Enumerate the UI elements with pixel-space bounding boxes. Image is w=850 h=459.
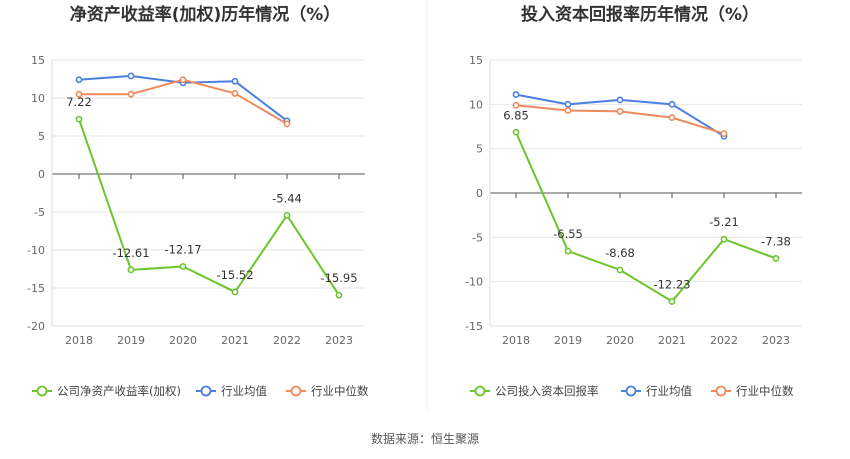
data-point	[668, 100, 676, 108]
data-point	[75, 90, 83, 98]
legend-item[interactable]: 行业中位数	[711, 384, 794, 398]
data-point	[720, 235, 728, 243]
legend-marker-icon	[200, 385, 212, 397]
x-tick-label: 2023	[325, 334, 353, 347]
data-label: 7.22	[66, 95, 92, 109]
x-tick-label: 2018	[502, 334, 530, 347]
y-tick-label: -5	[472, 231, 483, 244]
data-source: 数据来源：恒生聚源	[371, 431, 479, 446]
data-point	[127, 90, 135, 98]
data-point	[231, 90, 239, 97]
y-tick-label: -10	[27, 244, 45, 257]
data-point	[512, 91, 520, 98]
chart-title-roe: 净资产收益率(加权)历年情况（%）	[70, 4, 341, 25]
y-tick-label: 5	[476, 143, 483, 156]
data-point	[564, 100, 572, 108]
data-label: -6.55	[553, 227, 583, 241]
data-point	[179, 76, 187, 84]
data-point	[668, 298, 676, 305]
series-line-company	[515, 131, 777, 303]
y-tick-label: -5	[34, 206, 45, 219]
data-point	[335, 291, 343, 299]
legend-label: 行业中位数	[311, 384, 369, 398]
data-label: -5.44	[272, 191, 302, 205]
data-label: -5.21	[709, 215, 739, 229]
legend-marker-icon	[290, 385, 302, 397]
legend-label: 行业均值	[221, 384, 267, 398]
data-point	[668, 114, 676, 122]
data-point	[231, 77, 239, 85]
x-tick-label: 2018	[65, 334, 93, 347]
data-point	[179, 263, 187, 270]
data-point	[720, 130, 728, 137]
data-point	[127, 72, 135, 80]
data-point	[512, 101, 520, 109]
y-tick-label: -15	[465, 320, 483, 333]
data-point	[616, 266, 624, 274]
legend-label: 行业均值	[646, 384, 692, 398]
legend-item[interactable]: 行业均值	[621, 384, 692, 398]
data-label: -15.95	[320, 271, 357, 285]
roe-legend: 公司净资产收益率(加权) 行业均值 行业中位数	[32, 384, 369, 398]
legend-item[interactable]: 公司投入资本回报率	[470, 384, 599, 398]
x-tick-label: 2021	[658, 334, 686, 347]
roic-legend: 公司投入资本回报率 行业均值 行业中位数	[470, 384, 794, 398]
data-point	[283, 211, 291, 219]
legend-marker-icon	[36, 385, 48, 397]
data-point	[772, 255, 780, 262]
data-point	[564, 247, 572, 255]
legend-item[interactable]: 公司净资产收益率(加权)	[32, 384, 181, 398]
data-point	[75, 115, 83, 123]
roic-plot-area: 15 10 5 0 -5 -10 -15 2018 2019 2020 2021 2022 2023 6.…	[465, 54, 802, 347]
data-label: -12.61	[112, 246, 149, 260]
y-tick-label: 0	[38, 168, 45, 181]
legend-label: 公司投入资本回报率	[495, 384, 599, 398]
data-point	[616, 108, 624, 115]
legend-marker-icon	[625, 385, 637, 397]
y-tick-label: -15	[27, 282, 45, 295]
x-tick-label: 2020	[606, 334, 634, 347]
x-tick-label: 2022	[273, 334, 301, 347]
data-label: -12.17	[164, 242, 201, 256]
y-tick-label: 15	[469, 54, 483, 67]
y-tick-label: 15	[31, 54, 45, 67]
y-tick-label: -20	[27, 320, 45, 333]
data-label: -15.52	[216, 268, 253, 282]
y-tick-label: 5	[38, 130, 45, 143]
chart-title-roic: 投入资本回报率历年情况（%）	[521, 4, 759, 25]
y-tick-label: -10	[465, 276, 483, 289]
legend-label: 行业中位数	[736, 384, 794, 398]
x-tick-label: 2020	[169, 334, 197, 347]
x-tick-label: 2021	[221, 334, 249, 347]
data-label: -12.23	[653, 277, 690, 291]
legend-item[interactable]: 行业中位数	[286, 384, 369, 398]
data-label: -8.68	[605, 246, 635, 260]
roe-plot-area: 15 10 5 0 -5 -10 -15 -20 2018 2019 2020 2021 2022 202…	[27, 54, 365, 347]
data-point	[283, 120, 291, 128]
y-tick-label: 0	[476, 187, 483, 200]
data-point	[231, 288, 239, 296]
series-line-industry-median	[79, 78, 288, 125]
data-label: 6.85	[503, 108, 529, 122]
series-line-company	[78, 118, 340, 296]
x-tick-label: 2022	[710, 334, 738, 347]
data-point	[512, 128, 520, 136]
data-point	[75, 76, 83, 84]
data-point	[564, 107, 572, 114]
x-tick-label: 2023	[762, 334, 790, 347]
y-tick-label: 10	[469, 98, 483, 111]
legend-label: 公司净资产收益率(加权)	[57, 384, 181, 398]
data-point	[616, 96, 624, 104]
legend-item[interactable]: 行业均值	[196, 384, 267, 398]
x-tick-label: 2019	[554, 334, 582, 347]
x-tick-label: 2019	[117, 334, 145, 347]
data-label: -7.38	[761, 234, 791, 248]
legend-marker-icon	[474, 385, 486, 397]
legend-marker-icon	[715, 385, 727, 397]
data-point	[127, 266, 135, 274]
y-tick-label: 10	[31, 92, 45, 105]
